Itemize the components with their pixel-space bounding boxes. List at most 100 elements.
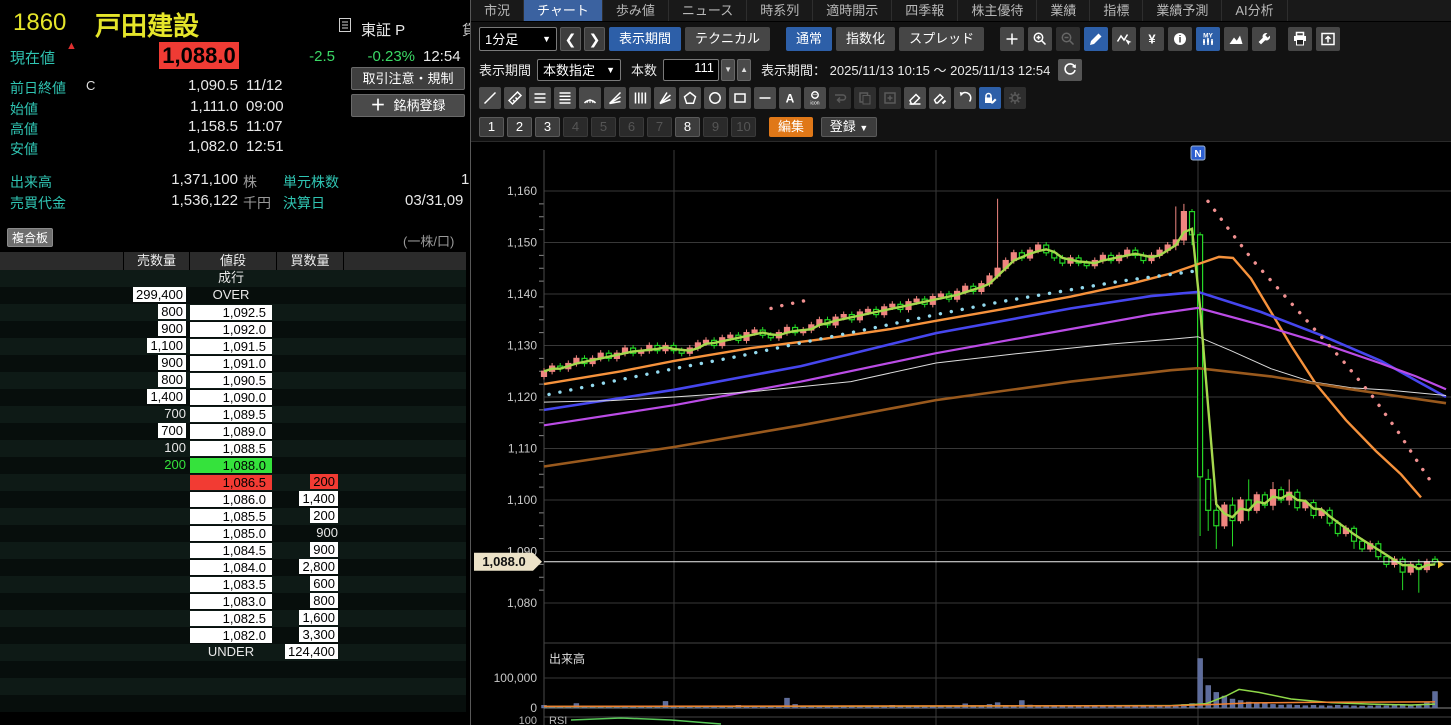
parallel-lines-tool[interactable] (529, 87, 551, 109)
board-left-spacer (0, 304, 123, 321)
count-up-button[interactable]: ▲ (737, 58, 752, 81)
text-tool[interactable]: A (779, 87, 801, 109)
display-period-button[interactable]: 表示期間 (609, 26, 682, 51)
order-book-row[interactable]: 700 1,089.5 (0, 406, 466, 423)
zoom-out-icon (1056, 26, 1081, 51)
order-book-row[interactable]: 1,084.5 900 (0, 542, 466, 559)
tab-業績予測[interactable]: 業績予測 (1143, 0, 1223, 21)
order-book-row[interactable] (0, 661, 466, 678)
bar-count-input[interactable]: 111 (663, 58, 720, 81)
ray-lines-tool[interactable] (654, 87, 676, 109)
composite-board-button[interactable]: 複合板 (7, 228, 53, 247)
vertical-lines-tool[interactable] (629, 87, 651, 109)
order-book-row[interactable]: 1,083.5 600 (0, 576, 466, 593)
order-book-row[interactable]: 1,400 1,090.0 (0, 389, 466, 406)
erase-all-tool[interactable] (929, 87, 951, 109)
edit-button[interactable]: 編集 (769, 116, 813, 137)
order-book-row[interactable]: 1,086.5 200 (0, 474, 466, 491)
reset-period-icon[interactable] (1058, 58, 1083, 81)
tab-市況[interactable]: 市況 (471, 0, 525, 21)
chart-page-8[interactable]: 8 (675, 116, 700, 137)
chart-style-icon[interactable] (1224, 26, 1249, 51)
undo-tool[interactable] (954, 87, 976, 109)
price-level: 1,088.5 (188, 440, 274, 457)
my-chart-icon[interactable]: MY (1196, 26, 1221, 51)
chart-page-3[interactable]: 3 (535, 116, 560, 137)
draw-mode-icon[interactable] (1084, 26, 1109, 51)
sell-quantity (123, 508, 188, 525)
pentagon-tool[interactable] (679, 87, 701, 109)
order-book-row[interactable]: 200 1,088.0 (0, 457, 466, 474)
order-book-row[interactable]: 1,083.0 800 (0, 593, 466, 610)
tab-ニュース[interactable]: ニュース (669, 0, 748, 21)
order-book-row[interactable]: 800 1,092.5 (0, 304, 466, 321)
chart-page-1[interactable]: 1 (479, 116, 504, 137)
order-book-row[interactable]: 1,082.0 3,300 (0, 627, 466, 644)
tab-AI分析[interactable]: AI分析 (1222, 0, 1288, 21)
info-icon[interactable]: i (1168, 26, 1193, 51)
next-button[interactable]: ❯ (584, 26, 605, 51)
fan-lines-tool[interactable] (604, 87, 626, 109)
buy-quantity (274, 304, 340, 321)
trade-caution-button[interactable]: 取引注意・規制 (351, 67, 465, 90)
board-left-spacer (0, 627, 123, 644)
order-book-row[interactable]: 299,400 OVER (0, 287, 466, 304)
grid-lines-tool[interactable] (554, 87, 576, 109)
icon-stamp-tool[interactable]: icon (804, 87, 826, 109)
order-book-row[interactable]: 900 1,091.0 (0, 355, 466, 372)
tab-適時開示[interactable]: 適時開示 (813, 0, 893, 21)
count-down-button[interactable]: ▼ (721, 58, 736, 81)
settings-wrench-icon[interactable] (1252, 26, 1277, 51)
fibonacci-arc-tool[interactable] (579, 87, 601, 109)
order-book-row[interactable]: 1,086.0 1,400 (0, 491, 466, 508)
indexed-mode-button[interactable]: 指数化 (836, 26, 896, 51)
tab-時系列[interactable]: 時系列 (747, 0, 814, 21)
trendline-tool[interactable] (479, 87, 501, 109)
add-chart-icon[interactable] (1000, 26, 1025, 51)
order-book-row[interactable]: 100 1,088.5 (0, 440, 466, 457)
register-dropdown-button[interactable]: 登録 ▼ (821, 116, 877, 137)
order-book-row[interactable]: 1,100 1,091.5 (0, 338, 466, 355)
add-watchlist-button[interactable]: ＋銘柄登録 (351, 94, 465, 117)
order-book-row[interactable]: 800 1,090.5 (0, 372, 466, 389)
lock-edit-tool[interactable] (979, 87, 1001, 109)
order-book-row[interactable]: 700 1,089.0 (0, 423, 466, 440)
order-book-row[interactable]: UNDER 124,400 (0, 644, 466, 661)
tab-チャート[interactable]: チャート (524, 0, 603, 21)
horizontal-line-tool[interactable] (754, 87, 776, 109)
tab-指標[interactable]: 指標 (1090, 0, 1144, 21)
price-change: -2.5 (309, 48, 335, 65)
board-left-spacer (0, 270, 123, 287)
interval-select[interactable]: 1分足 ▼ (479, 26, 557, 51)
yen-axis-icon[interactable]: ¥ (1140, 26, 1165, 51)
spread-mode-button[interactable]: スプレッド (899, 26, 985, 51)
order-book-row[interactable] (0, 695, 466, 712)
open-window-icon[interactable] (1316, 26, 1341, 51)
ellipse-tool[interactable] (704, 87, 726, 109)
normal-mode-button[interactable]: 通常 (786, 26, 833, 51)
order-book-row[interactable]: 1,085.5 200 (0, 508, 466, 525)
order-book-row[interactable]: 1,082.5 1,600 (0, 610, 466, 627)
prev-button[interactable]: ❮ (560, 26, 581, 51)
order-book-row[interactable]: 1,085.0 900 (0, 525, 466, 542)
bar-count-mode-select[interactable]: 本数指定 ▼ (537, 58, 622, 81)
tab-業績[interactable]: 業績 (1037, 0, 1091, 21)
tick-chart-icon[interactable] (1112, 26, 1137, 51)
ruler-tool[interactable] (504, 87, 526, 109)
rectangle-tool[interactable] (729, 87, 751, 109)
technical-button[interactable]: テクニカル (685, 26, 771, 51)
tab-歩み値[interactable]: 歩み値 (603, 0, 669, 21)
print-icon[interactable] (1288, 26, 1313, 51)
eraser-tool[interactable] (904, 87, 926, 109)
order-book-row[interactable]: 1,084.0 2,800 (0, 559, 466, 576)
header-blank-right (344, 252, 466, 270)
zoom-in-icon[interactable] (1028, 26, 1053, 51)
candlestick-chart[interactable]: 1,160 1,150 1,140 1,130 1,120 1,110 1,100 1,090… (471, 141, 1451, 725)
tab-株主優待[interactable]: 株主優待 (958, 0, 1038, 21)
chart-page-2[interactable]: 2 (507, 116, 532, 137)
chart-canvas[interactable]: 1,1601,1501,1401,1301,1201,1101,1001,090… (471, 142, 1451, 725)
order-book-row[interactable]: 成行 (0, 270, 466, 287)
order-book-row[interactable] (0, 678, 466, 695)
tab-四季報[interactable]: 四季報 (892, 0, 959, 21)
order-book-row[interactable]: 900 1,092.0 (0, 321, 466, 338)
